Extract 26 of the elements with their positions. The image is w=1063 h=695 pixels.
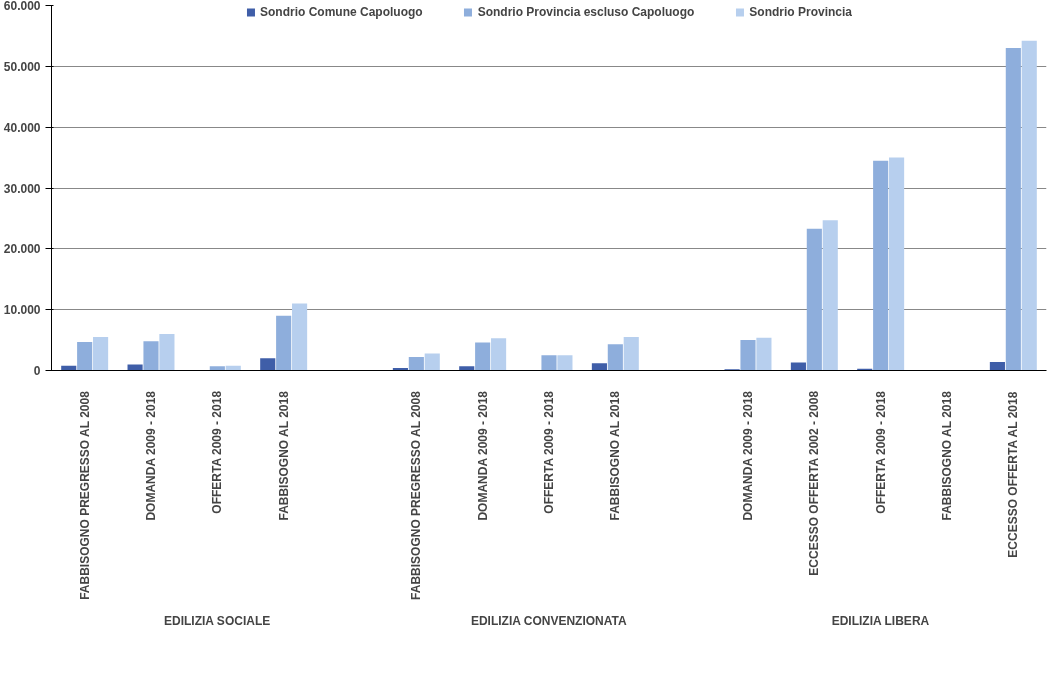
x-tick-label: OFFERTA 2009 - 2018	[873, 390, 888, 514]
legend-label: Sondrio Provincia escluso Capoluogo	[477, 5, 695, 19]
y-tick-label: 20.000	[3, 242, 41, 257]
x-tick-label: DOMANDA 2009 - 2018	[741, 390, 755, 521]
x-tick-label: OFFERTA 2009 - 2018	[210, 390, 225, 514]
x-tick-label: DOMANDA 2009 - 2018	[475, 390, 490, 521]
x-tick-label: DOMANDA 2009 - 2018	[144, 390, 158, 521]
text: EDILIZIA LIBERA	[831, 613, 930, 628]
y-tick-label: 40.000	[3, 120, 41, 135]
y-tick-label: 0	[33, 364, 41, 378]
x-tick-label: OFFERTA 2009 - 2018	[542, 390, 556, 514]
y-tick-label: 60.000	[3, 0, 41, 13]
y-tick-label: 10.000	[3, 303, 41, 318]
x-tick-label: FABBISOGNO PREGRESSO AL 2008	[77, 390, 92, 600]
y-tick-label: 50.000	[3, 59, 41, 74]
x-tick-label: ECCESSO OFFERTA AL 2018	[1006, 391, 1021, 558]
legend-label: Sondrio Provincia	[749, 5, 853, 19]
text: EDILIZIA CONVENZIONATA	[470, 613, 627, 628]
text: EDILIZIA SOCIALE	[164, 613, 271, 628]
x-tick-label: FABBISOGNO AL 2018	[608, 390, 623, 521]
y-tick-label: 30.000	[3, 181, 41, 196]
x-tick-label: FABBISOGNO AL 2018	[940, 390, 954, 521]
legend-label: Sondrio Comune Capoluogo	[259, 5, 423, 19]
x-tick-label: FABBISOGNO AL 2018	[276, 390, 291, 521]
x-tick-label: ECCESSO OFFERTA 2002 - 2008	[807, 390, 822, 576]
x-tick-label: FABBISOGNO PREGRESSO AL 2008	[409, 390, 424, 600]
